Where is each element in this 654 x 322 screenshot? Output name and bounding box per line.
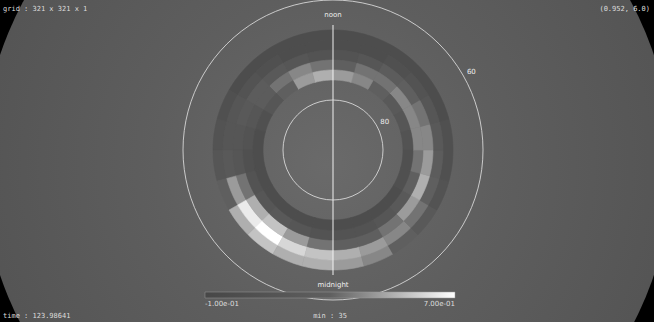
svg-text:-1.00e-01: -1.00e-01: [205, 300, 239, 308]
svg-text:7.00e-01: 7.00e-01: [424, 300, 455, 308]
svg-text:80: 80: [380, 118, 389, 126]
svg-text:midnight: midnight: [317, 281, 348, 289]
svg-text:(0.952, 6.0): (0.952, 6.0): [599, 5, 650, 13]
svg-text:noon: noon: [324, 11, 341, 19]
svg-text:grid : 321 x 321 x 1: grid : 321 x 321 x 1: [3, 5, 87, 13]
svg-text:min : 35: min : 35: [313, 312, 347, 320]
svg-text:time : 123.98641: time : 123.98641: [3, 312, 70, 320]
svg-text:60: 60: [467, 68, 476, 76]
